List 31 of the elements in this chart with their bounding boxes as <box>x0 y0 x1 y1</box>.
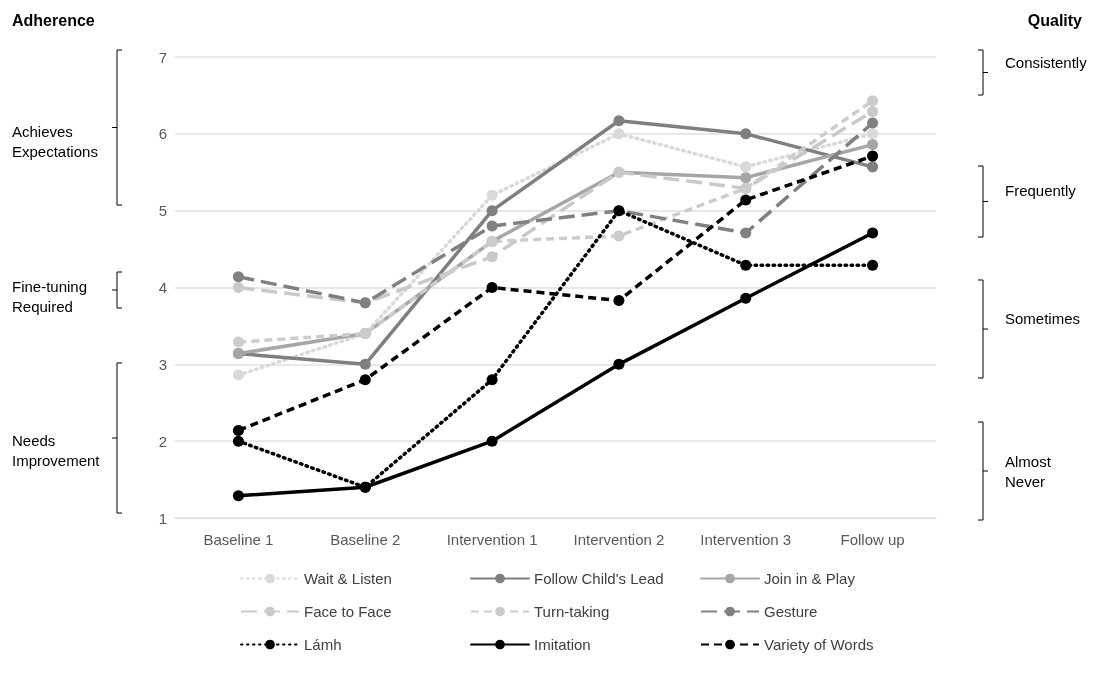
text: Quality <box>1027 11 1083 29</box>
x-tick-label: Follow up <box>840 531 905 548</box>
legend-label: Gesture <box>764 603 818 620</box>
y-tick-label: 6 <box>158 125 167 143</box>
x-tick-label: Intervention 2 <box>573 531 665 548</box>
x-tick-label: Baseline 2 <box>330 531 401 548</box>
legend-label: Join in & Play <box>764 570 856 587</box>
y-tick-label: 7 <box>158 48 167 66</box>
legend-label: Turn-taking <box>534 603 610 620</box>
legend-label: Variety of Words <box>764 636 874 653</box>
y-tick-label: 5 <box>158 202 167 220</box>
y-tick-label: 4 <box>158 279 167 296</box>
y-tick-label: 2 <box>158 432 167 450</box>
x-tick-label: Intervention 3 <box>700 531 792 548</box>
text: Needs Improvement <box>12 431 101 469</box>
y-tick-label: 1 <box>158 509 167 527</box>
text: Fine-tuning Required <box>12 277 92 315</box>
legend-label: Follow Child's Lead <box>534 570 664 587</box>
legend-label: Lámh <box>304 636 342 653</box>
y-tick-label: 3 <box>158 355 167 373</box>
text: Frequently <box>1005 181 1077 199</box>
legend-label: Face to Face <box>304 603 392 620</box>
text: Adherence <box>12 11 95 29</box>
x-tick-label: Intervention 1 <box>446 531 538 548</box>
x-tick-label: Baseline 1 <box>203 531 274 548</box>
text: Sometimes <box>1005 309 1081 327</box>
text: Consistently <box>1005 53 1088 71</box>
legend-label: Imitation <box>534 636 591 653</box>
text: Achieves Expectations <box>12 122 98 160</box>
text: Almost Never <box>1005 452 1056 490</box>
legend-label: Wait & Listen <box>304 570 392 587</box>
